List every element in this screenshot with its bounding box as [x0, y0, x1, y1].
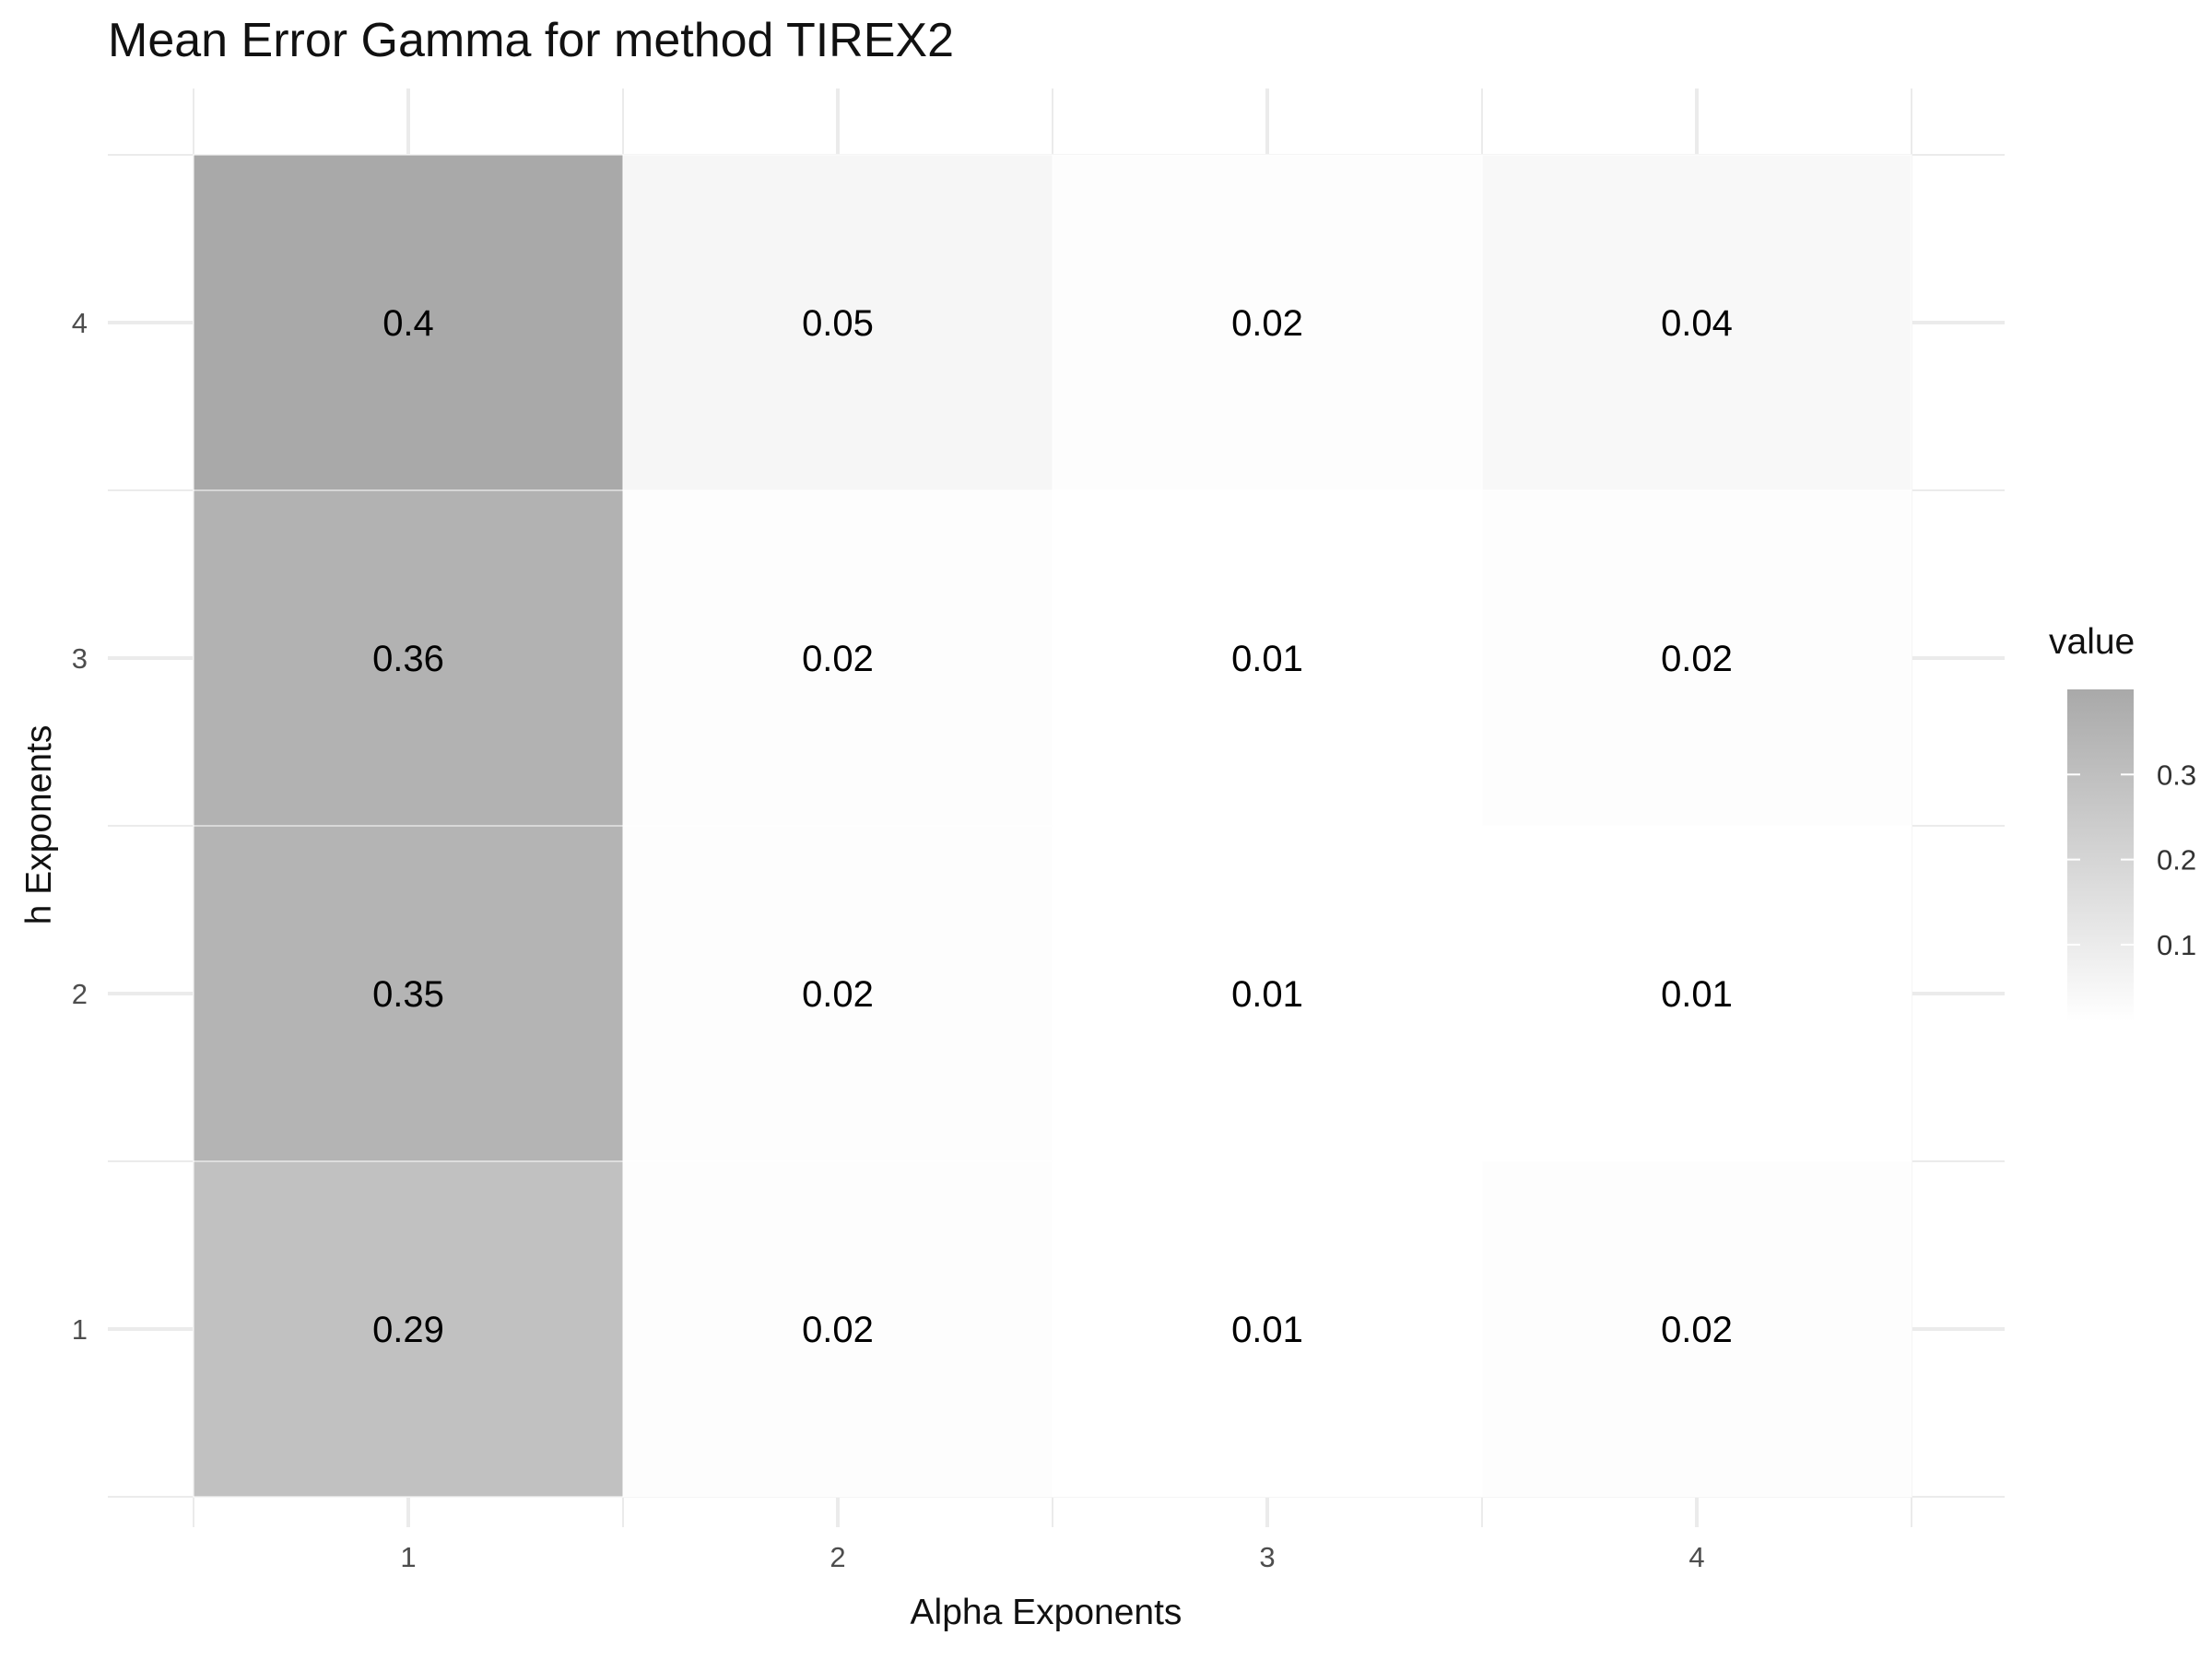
- cell-value-label: 0.4: [382, 303, 434, 344]
- legend-tick-label: 0.1: [2157, 929, 2196, 961]
- chart-title: Mean Error Gamma for method TIREX2: [108, 14, 955, 67]
- cell-value-label: 0.01: [1661, 974, 1733, 1015]
- cell-value-label: 0.01: [1231, 639, 1303, 679]
- x-tick-label: 4: [1688, 1541, 1704, 1573]
- heatmap-cell-h3-alpha1: [193, 489, 624, 827]
- heatmap-cell-h1-alpha3: [1052, 1160, 1483, 1498]
- cell-value-label: 0.05: [802, 303, 874, 344]
- cell-value-label: 0.02: [802, 1310, 874, 1350]
- legend-tick-label: 0.2: [2157, 844, 2196, 877]
- x-axis-label: Alpha Exponents: [910, 1593, 1182, 1632]
- legend-colorbar: [2067, 689, 2134, 1021]
- heatmap-cell-h4-alpha1: [193, 154, 624, 491]
- cell-value-label: 0.01: [1231, 974, 1303, 1015]
- cell-value-label: 0.02: [1231, 303, 1303, 344]
- y-tick-label: 1: [72, 1313, 88, 1346]
- cell-value-label: 0.35: [372, 974, 444, 1015]
- y-tick-label: 3: [72, 642, 88, 675]
- heatmap-cell-h1-alpha2: [622, 1160, 1053, 1498]
- heatmap-cell-h3-alpha3: [1052, 489, 1483, 827]
- heatmap-cell-h1-alpha1: [193, 1160, 624, 1498]
- cell-value-label: 0.36: [372, 639, 444, 679]
- x-tick-label: 3: [1259, 1541, 1275, 1573]
- heatmap-cell-h4-alpha2: [622, 154, 1053, 491]
- cell-value-label: 0.01: [1231, 1310, 1303, 1350]
- heatmap-cell-h4-alpha3: [1052, 154, 1483, 491]
- y-tick-label: 4: [72, 307, 88, 339]
- legend-title: value: [2049, 622, 2136, 662]
- heatmap-cell-h2-alpha2: [622, 825, 1053, 1162]
- heatmap-cell-h3-alpha2: [622, 489, 1053, 827]
- legend-tick-label: 0.3: [2157, 759, 2196, 791]
- heatmap-cell-h4-alpha4: [1481, 154, 1912, 491]
- cell-value-label: 0.02: [802, 974, 874, 1015]
- cell-value-label: 0.02: [1661, 639, 1733, 679]
- cell-value-label: 0.04: [1661, 303, 1733, 344]
- y-tick-label: 2: [72, 978, 88, 1010]
- x-tick-label: 2: [830, 1541, 845, 1573]
- heatmap-cell-h2-alpha3: [1052, 825, 1483, 1162]
- heatmap-cell-h3-alpha4: [1481, 489, 1912, 827]
- heatmap-cell-h2-alpha1: [193, 825, 624, 1162]
- cell-value-label: 0.29: [372, 1310, 444, 1350]
- heatmap-cell-h1-alpha4: [1481, 1160, 1912, 1498]
- x-tick-label: 1: [400, 1541, 416, 1573]
- cell-value-label: 0.02: [1661, 1310, 1733, 1350]
- cell-value-label: 0.02: [802, 639, 874, 679]
- heatmap-cell-h2-alpha4: [1481, 825, 1912, 1162]
